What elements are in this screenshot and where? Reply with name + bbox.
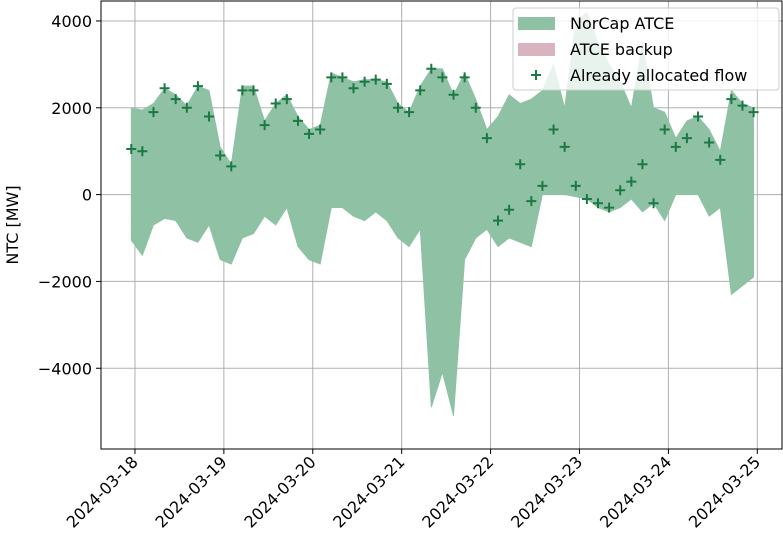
flow-marker [693, 111, 704, 122]
flow-marker [126, 144, 137, 155]
y-tick-label: 0 [82, 186, 92, 205]
flow-marker [470, 102, 481, 113]
flow-marker [192, 81, 203, 92]
flow-marker [392, 102, 403, 113]
flow-marker [659, 124, 670, 135]
x-tick-label: 2024-03-25 [685, 452, 764, 531]
flow-marker [204, 111, 215, 122]
flow-marker [581, 193, 592, 204]
flow-marker [648, 198, 659, 209]
flow-marker [504, 204, 515, 215]
flow-marker [559, 141, 570, 152]
flow-marker [426, 63, 437, 74]
flow-marker [548, 124, 559, 135]
flow-marker [459, 72, 470, 83]
legend-patch [518, 17, 555, 30]
x-tick-label: 2024-03-20 [240, 452, 319, 531]
flow-marker [348, 83, 359, 94]
flow-marker [248, 85, 259, 96]
flow-marker [626, 176, 637, 187]
flow-marker [315, 124, 326, 135]
legend-patch [518, 43, 555, 56]
flow-marker [370, 74, 381, 85]
flow-marker [570, 180, 581, 191]
axes-frame [100, 0, 783, 450]
flow-marker [537, 180, 548, 191]
y-tick-label: 4000 [51, 12, 92, 31]
flow-marker [681, 133, 692, 144]
flow-marker [515, 159, 526, 170]
flow-marker [615, 185, 626, 196]
plot [126, 11, 759, 417]
flow-marker [170, 94, 181, 105]
x-tick-label: 2024-03-19 [152, 452, 231, 531]
flow-marker [359, 76, 370, 87]
flow-marker [159, 83, 170, 94]
y-tick-label: 2000 [51, 99, 92, 118]
flow-marker [526, 196, 537, 207]
flow-marker [637, 159, 648, 170]
flow-marker [270, 98, 281, 109]
flow-marker [737, 100, 748, 111]
x-tick-label: 2024-03-22 [418, 452, 497, 531]
legend-label: Already allocated flow [570, 66, 747, 85]
flow-marker [704, 137, 715, 148]
flow-marker [237, 85, 248, 96]
x-tick-label: 2024-03-24 [596, 452, 675, 531]
y-tick-label: −4000 [38, 359, 92, 378]
flow-marker [215, 150, 226, 161]
flow-marker [593, 198, 604, 209]
flow-marker [481, 133, 492, 144]
legend-marker [531, 70, 541, 80]
flow-marker [448, 89, 459, 100]
flow-marker [748, 107, 759, 118]
flow-marker [726, 94, 737, 105]
x-tick-label: 2024-03-23 [507, 452, 586, 531]
legend-label: ATCE backup [570, 40, 673, 59]
flow-marker [226, 161, 237, 172]
flow-marker [304, 128, 315, 139]
flow-marker [281, 94, 292, 105]
y-axis-label: NTC [MW] [3, 185, 22, 264]
flow-marker [415, 85, 426, 96]
flow-marker [404, 107, 415, 118]
x-tick-label: 2024-03-21 [329, 452, 408, 531]
flow-marker [337, 72, 348, 83]
flow-marker [715, 154, 726, 165]
flow-marker [259, 120, 270, 131]
flow-marker [492, 215, 503, 226]
flow-marker [292, 115, 303, 126]
x-tick-label: 2024-03-18 [63, 452, 142, 531]
y-tick-label: −2000 [38, 272, 92, 291]
flow-marker [148, 107, 159, 118]
flow-marker [181, 102, 192, 113]
flow-marker [137, 146, 148, 157]
flow-marker [670, 141, 681, 152]
flow-marker [381, 78, 392, 89]
legend-label: NorCap ATCE [570, 14, 674, 33]
legend-box [512, 7, 780, 91]
flow-marker [326, 72, 337, 83]
flow-marker [604, 202, 615, 213]
flow-marker [437, 72, 448, 83]
